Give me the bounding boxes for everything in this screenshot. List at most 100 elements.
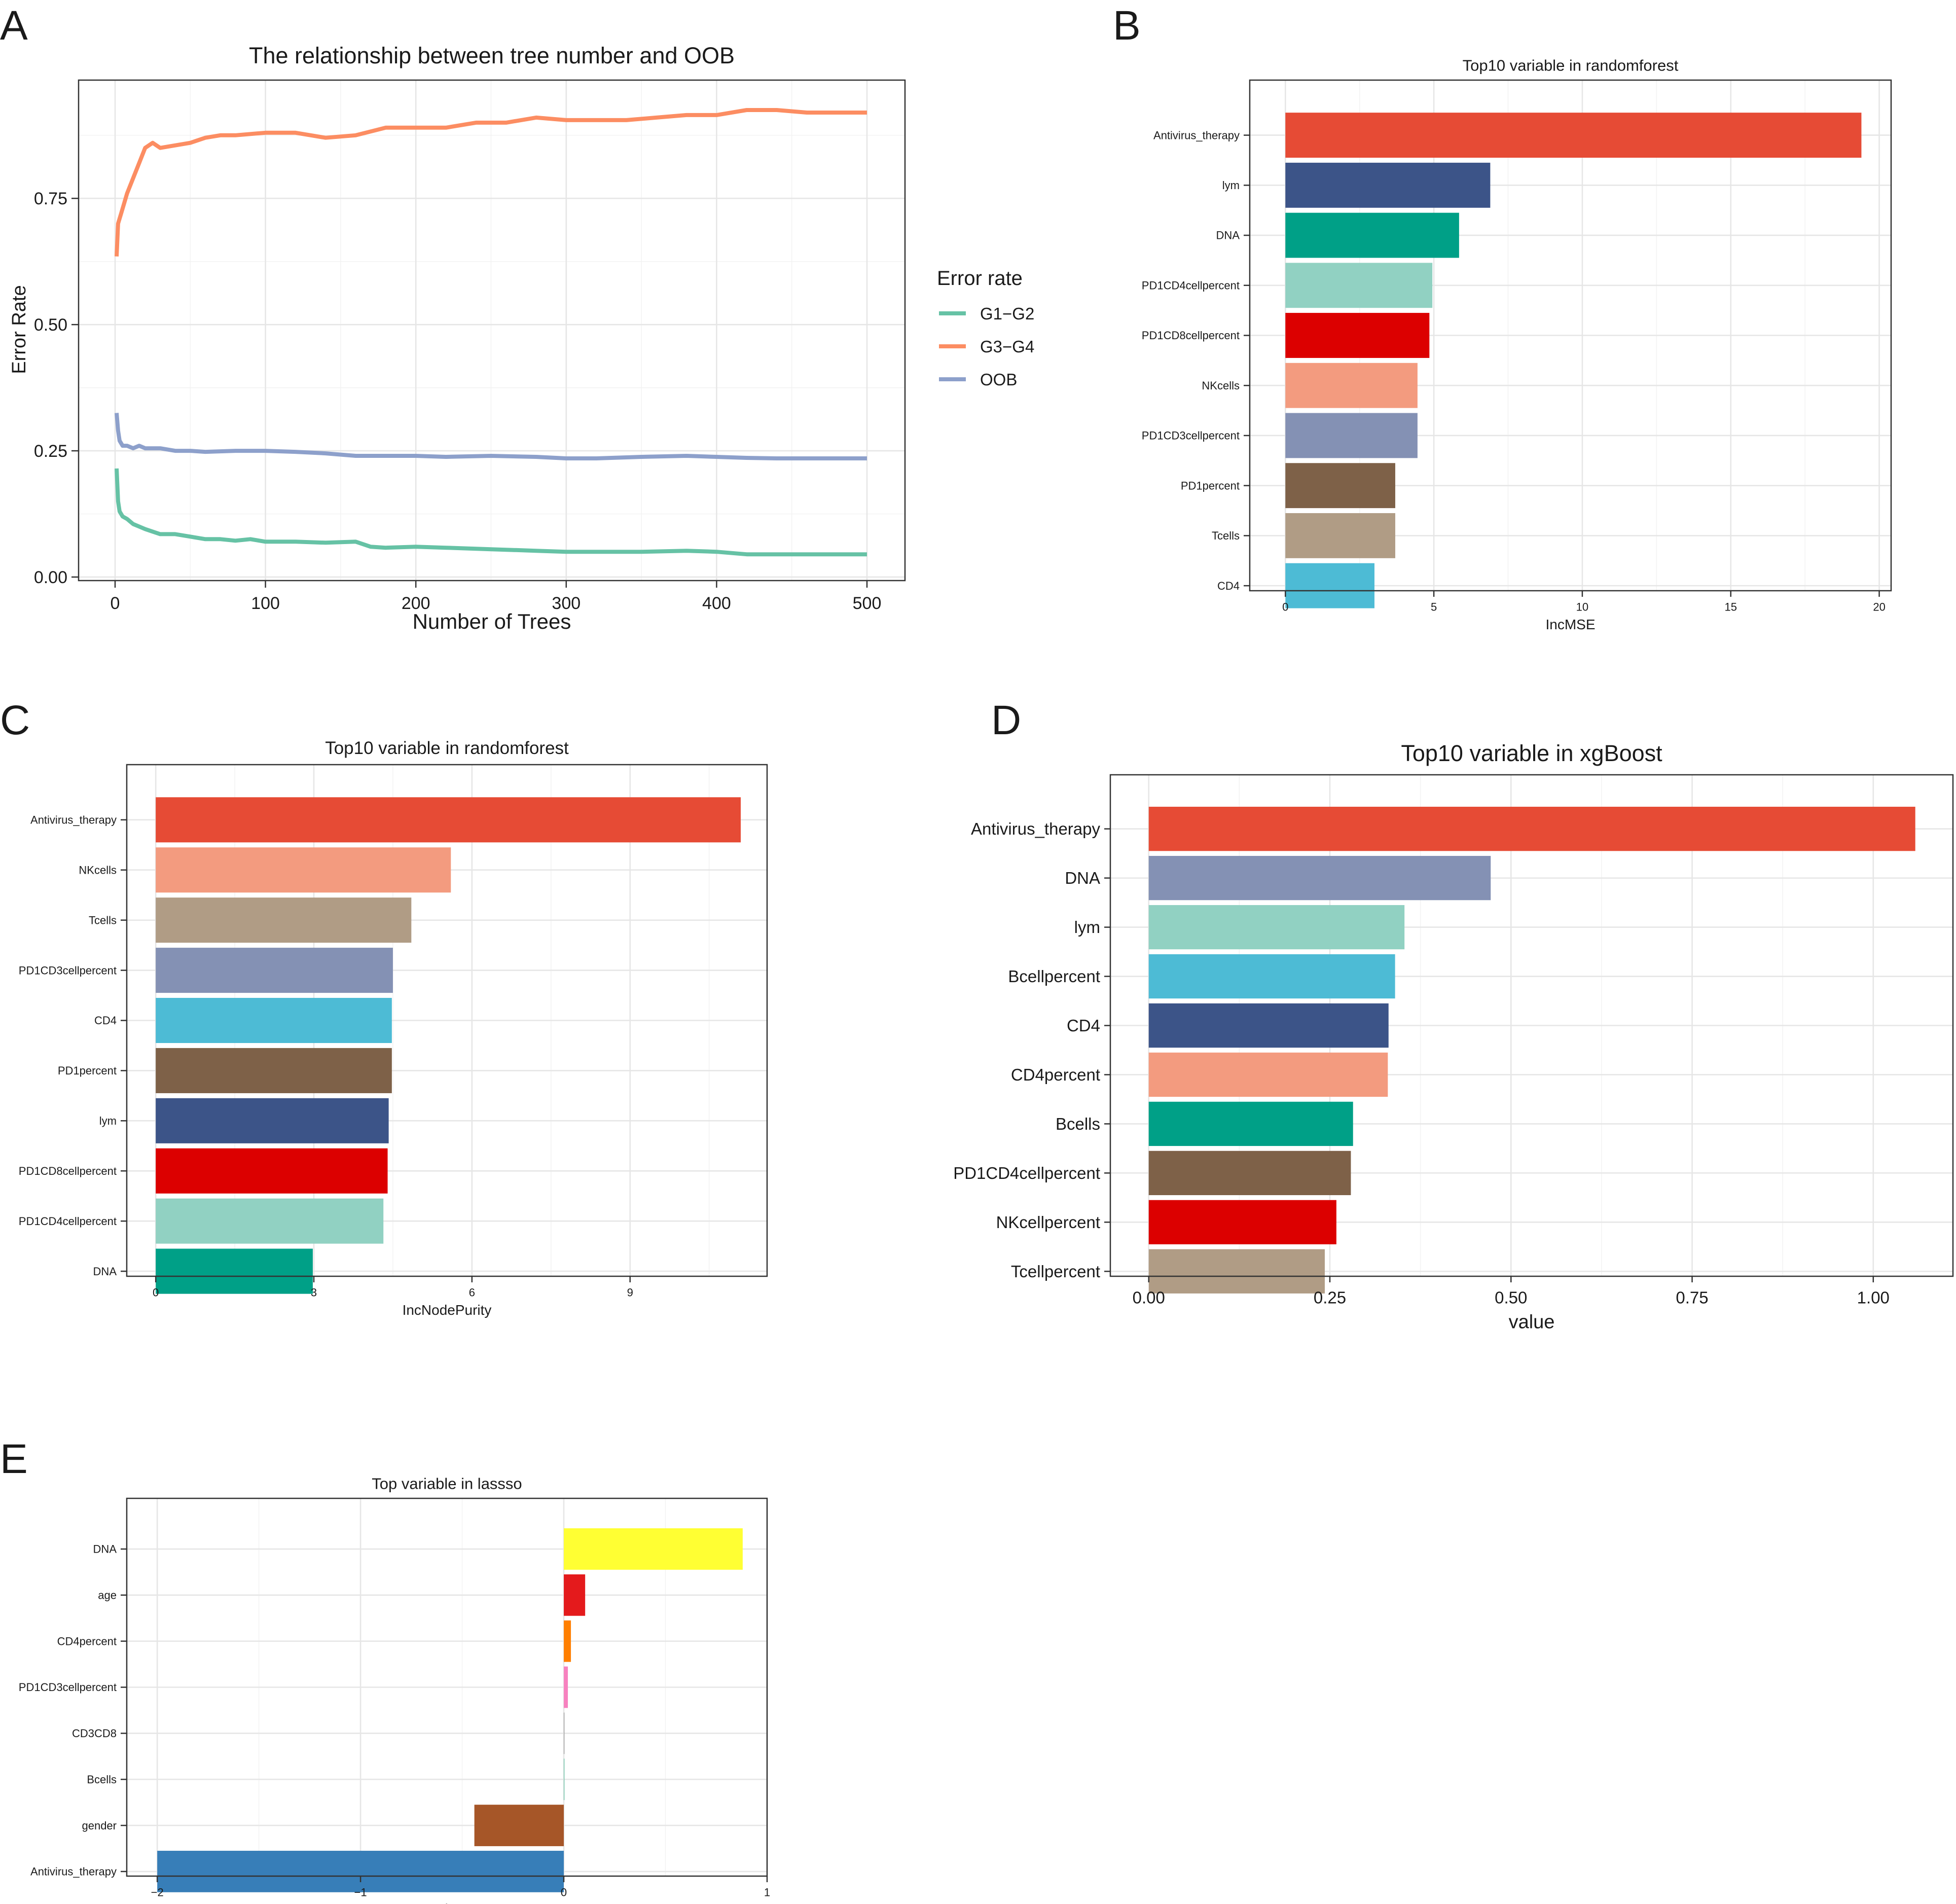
bar-pd1percent: [156, 1048, 392, 1093]
bar-nkcellpercent: [1148, 1200, 1336, 1244]
bar-pd1cd8cellpercent: [1285, 313, 1430, 358]
x-tick-label: 1.00: [1857, 1288, 1890, 1307]
y-tick-label-tcells: Tcells: [89, 914, 117, 926]
bar-gender: [474, 1805, 564, 1846]
y-tick-label-antivirus-therapy: Antivirus_therapy: [1153, 129, 1240, 141]
y-tick-label-pd1cd3cellpercent: PD1CD3cellpercent: [1142, 429, 1240, 442]
y-tick-label-nkcellpercent: NKcellpercent: [996, 1213, 1100, 1232]
y-tick-label-pd1cd4cellpercent: PD1CD4cellpercent: [1142, 279, 1240, 292]
bar-tcells: [1285, 513, 1395, 558]
x-tick-label: 0.75: [1676, 1288, 1708, 1307]
y-tick-label: 0.50: [34, 315, 67, 335]
y-tick-label-antivirus-therapy: Antivirus_therapy: [30, 814, 117, 827]
y-tick-label-gender: gender: [82, 1819, 117, 1832]
legend-title: Error rate: [937, 267, 1023, 290]
y-tick-label-dna: DNA: [93, 1265, 117, 1278]
y-tick-label-dna: DNA: [1216, 229, 1240, 242]
bar-pd1cd3cellpercent: [1285, 413, 1418, 458]
series-line-g1-g2: [115, 468, 867, 557]
plot-frame: [78, 79, 906, 582]
x-axis-title: value: [1509, 1312, 1555, 1333]
legend-label-oob: OOB: [980, 370, 1017, 389]
legend-label-g3-g4: G3−G4: [980, 337, 1034, 356]
x-tick-label: 100: [251, 594, 280, 613]
x-tick-label: 500: [853, 594, 882, 613]
x-axis-title: value: [431, 1901, 462, 1904]
y-tick-label-cd4: CD4: [94, 1014, 117, 1027]
y-tick-label: 0.25: [34, 442, 67, 461]
bar-pd1cd3cellpercent: [156, 948, 393, 993]
bar-dna: [1148, 855, 1491, 901]
y-tick-label-cd4: CD4: [1067, 1016, 1100, 1035]
x-tick-label: 6: [469, 1286, 475, 1299]
bar-lym: [1148, 905, 1405, 950]
panel-d-bar-chart: Antivirus_therapy DNA lym Bcellpercent CD4 CD…: [953, 740, 1954, 1333]
panel-label-a: A: [0, 3, 28, 49]
x-axis-title: IncMSE: [1545, 617, 1595, 632]
bar-antivirus-therapy: [157, 1851, 564, 1892]
panel-c-bar-chart: Antivirus_therapy NKcells Tcells PD1CD3cell…: [19, 738, 768, 1318]
bar-dna: [1285, 212, 1459, 258]
bar-pd1cd4cellpercent: [1285, 263, 1433, 308]
y-axis-title: Error Rate: [9, 285, 30, 374]
bar-nkcells: [1285, 363, 1418, 408]
x-tick-label: 300: [552, 594, 581, 613]
bar-age: [564, 1574, 586, 1616]
y-tick-label-pd1cd3cellpercent: PD1CD3cellpercent: [19, 964, 117, 977]
chart-title: Top variable in lassso: [372, 1475, 522, 1492]
y-tick-label-dna: DNA: [93, 1543, 117, 1556]
y-tick-label-bcells: Bcells: [87, 1773, 117, 1786]
x-tick-label: −2: [151, 1886, 164, 1899]
chart-title: Top10 variable in randomforest: [325, 738, 569, 758]
y-tick-label-lym: lym: [1074, 918, 1100, 937]
y-tick-label-bcells: Bcells: [1056, 1115, 1100, 1133]
y-tick-label-cd4percent: CD4percent: [57, 1635, 117, 1647]
y-tick-label-age: age: [98, 1589, 117, 1601]
x-tick-label: 0: [153, 1286, 159, 1299]
bar-bcells: [1148, 1101, 1353, 1146]
y-tick-label-pd1cd8cellpercent: PD1CD8cellpercent: [19, 1165, 117, 1177]
bar-lym: [1285, 162, 1491, 208]
bar-pd1percent: [1285, 463, 1395, 509]
bar-bcellpercent: [1148, 954, 1395, 999]
y-tick-label-dna: DNA: [1065, 869, 1100, 887]
y-tick-label-tcells: Tcells: [1212, 529, 1240, 542]
bar-pd1cd3cellpercent: [564, 1666, 568, 1708]
y-tick-label-pd1percent: PD1percent: [1181, 479, 1240, 492]
bar-pd1cd4cellpercent: [156, 1198, 384, 1244]
x-tick-label: 0: [561, 1886, 567, 1899]
bar-tcells: [156, 897, 412, 943]
y-tick-label-pd1cd4cellpercent: PD1CD4cellpercent: [953, 1164, 1100, 1182]
y-tick-label-cd3cd8: CD3CD8: [72, 1727, 117, 1740]
y-tick-label-cd4percent: CD4percent: [1011, 1065, 1100, 1084]
x-tick-label: 20: [1873, 601, 1885, 614]
bar-dna: [156, 1248, 313, 1294]
x-tick-label: 9: [627, 1286, 633, 1299]
bar-cd4: [1148, 1003, 1389, 1048]
x-tick-label: 0: [1282, 601, 1288, 614]
bar-tcellpercent: [1148, 1249, 1325, 1294]
x-tick-label: 15: [1725, 601, 1737, 614]
bar-pd1cd4cellpercent: [1148, 1151, 1351, 1196]
chart-title: The relationship between tree number and…: [249, 43, 735, 68]
y-tick-label-antivirus-therapy: Antivirus_therapy: [971, 819, 1100, 838]
legend-label-g1-g2: G1−G2: [980, 304, 1034, 323]
y-tick-label-nkcells: NKcells: [79, 864, 117, 876]
bar-cd4percent: [1148, 1052, 1388, 1097]
y-tick-label-pd1percent: PD1percent: [58, 1064, 117, 1077]
y-tick-label: 0.75: [34, 189, 67, 208]
x-tick-label: 5: [1431, 601, 1437, 614]
x-axis-title: IncNodePurity: [403, 1302, 492, 1318]
y-tick-label: 0.00: [34, 568, 67, 587]
series-line-g3-g4: [115, 108, 867, 257]
series-line-oob: [115, 413, 867, 460]
x-tick-label: 3: [311, 1286, 317, 1299]
y-tick-label-pd1cd4cellpercent: PD1CD4cellpercent: [19, 1215, 117, 1228]
y-tick-label-antivirus-therapy: Antivirus_therapy: [30, 1865, 117, 1878]
bar-nkcells: [156, 847, 451, 893]
x-tick-label: 1: [764, 1886, 770, 1899]
bar-cd4: [156, 997, 392, 1044]
panel-label-e: E: [0, 1436, 28, 1482]
